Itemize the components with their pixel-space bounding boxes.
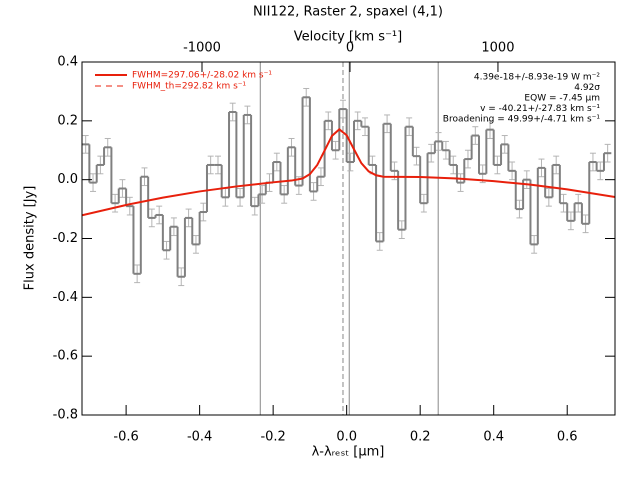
y-tick-label: -0.2 [53, 231, 78, 246]
x2-tick-label: -1000 [183, 41, 221, 56]
x-tick-label: 0.2 [410, 430, 431, 445]
y-tick-label: 0.0 [57, 172, 78, 187]
x-tick-label: 0.0 [336, 430, 357, 445]
y-tick-label: 0.4 [57, 55, 78, 70]
annotation: Broadening = 49.99+/-4.71 km s⁻¹ [443, 115, 601, 125]
x-tick-label: -0.4 [187, 430, 212, 445]
x-axis-label: λ-λᵣₑₛₜ [μm] [312, 445, 385, 460]
annotation: v = -40.21+/-27.83 km s⁻¹ [480, 104, 600, 114]
x2-axis-label: Velocity [km s⁻¹] [294, 30, 402, 45]
y-tick-label: 0.2 [57, 113, 78, 128]
fit-line [82, 128, 615, 217]
x-tick-label: -0.2 [260, 430, 285, 445]
legend-label: FWHM=297.06+/-28.02 km s⁻¹ [132, 71, 272, 81]
x2-tick-label: 1000 [481, 41, 514, 56]
y-tick-label: -0.6 [53, 349, 78, 364]
plot-frame [81, 61, 616, 416]
plot-area [82, 62, 615, 415]
x-tick-label: -0.6 [113, 430, 138, 445]
y-axis-label: Flux density [Jy] [23, 186, 38, 291]
annotation: EQW = -7.45 μm [524, 94, 600, 104]
x-tick-label: 0.4 [483, 430, 504, 445]
x2-tick-label: 0 [346, 41, 354, 56]
chart-title: NII122, Raster 2, spaxel (4,1) [253, 5, 443, 20]
annotation: 4.39e-18+/-8.93e-19 W m⁻² [474, 73, 601, 83]
y-tick-label: -0.8 [53, 408, 78, 423]
y-tick-label: -0.4 [53, 290, 78, 305]
x-tick-label: 0.6 [557, 430, 578, 445]
annotation: 4.92σ [574, 83, 600, 93]
legend-label: FWHM_th=292.82 km s⁻¹ [132, 82, 247, 92]
